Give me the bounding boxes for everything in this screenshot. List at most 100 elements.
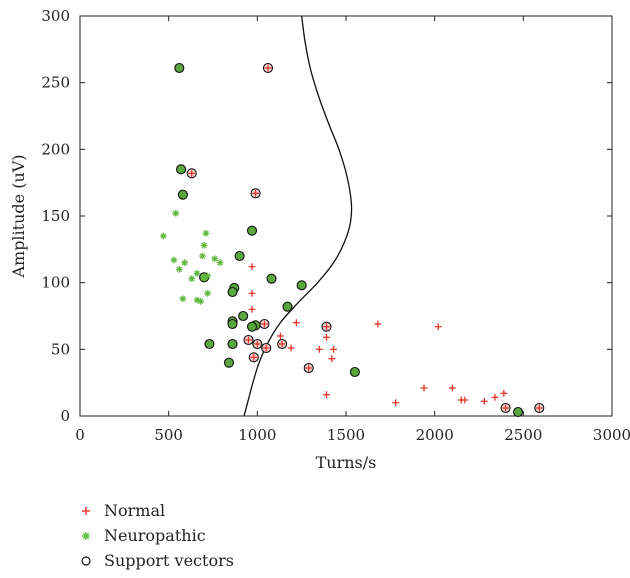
normal-point [250, 353, 258, 361]
normal-point [500, 389, 508, 397]
y-tick-label: 100 [41, 274, 70, 292]
normal-point [248, 305, 256, 313]
y-tick-label: 0 [60, 407, 70, 425]
normal-point [287, 344, 295, 352]
support-vector-point [227, 286, 238, 298]
circle-marker-icon [78, 553, 94, 569]
normal-point [535, 404, 543, 412]
neuropathic-point [211, 255, 219, 263]
normal-point [278, 340, 286, 348]
normal-point [461, 396, 469, 404]
neuropathic-point [159, 232, 167, 240]
asterisk-marker-icon [78, 528, 94, 544]
neuropathic-point [193, 269, 201, 277]
y-tick-label: 150 [41, 207, 70, 225]
x-tick-label: 1500 [327, 426, 365, 444]
support-vector-point [349, 366, 360, 378]
y-tick-label: 300 [41, 7, 70, 25]
normal-point [449, 384, 456, 392]
normal-point [264, 64, 272, 72]
x-tick-label: 2000 [416, 426, 454, 444]
x-tick-label: 1000 [238, 426, 276, 444]
plus-marker-icon [78, 503, 94, 519]
support-vector-point [227, 338, 238, 350]
support-vector-point [174, 62, 185, 74]
normal-point [252, 189, 259, 197]
neuropathic-point [172, 209, 180, 217]
support-vector-point [246, 321, 258, 332]
plot-border [79, 15, 613, 417]
support-vector-point [282, 301, 293, 312]
normal-point [323, 391, 330, 399]
support-vector-point [238, 310, 249, 322]
normal-point [434, 323, 442, 331]
normal-point [188, 169, 196, 177]
neuropathic-point [200, 241, 208, 249]
normal-point [261, 320, 268, 328]
neuropathic-point [200, 273, 208, 281]
neuropathic-point [188, 275, 196, 283]
support-vector-point [227, 318, 238, 330]
x-axis-label: Turns/s [316, 453, 377, 472]
neuropathic-point [202, 229, 210, 237]
chart-legend: Normal Neuropathic Support vectors [78, 498, 234, 573]
normal-point [491, 393, 499, 401]
support-vector-point [266, 273, 277, 284]
y-tick-label: 200 [41, 140, 70, 158]
x-tick-label: 0 [75, 426, 85, 444]
normal-point [276, 332, 284, 340]
y-axis-label: Amplitude (uV) [9, 154, 28, 278]
decision-boundary [243, 15, 353, 417]
normal-point [245, 336, 252, 344]
support-vector-point [296, 280, 307, 291]
support-vector-point [204, 338, 215, 350]
data-points [159, 62, 545, 418]
y-axis-ticks: 0 50 100 150 200 250 300 [41, 7, 612, 425]
normal-point [248, 289, 256, 297]
legend-item-neuropathic: Neuropathic [78, 523, 234, 548]
normal-point [305, 364, 313, 372]
neuropathic-point [198, 252, 206, 260]
normal-point [253, 340, 261, 348]
support-vector-point [223, 357, 235, 368]
normal-point [374, 320, 382, 328]
support-vector-point [512, 406, 524, 418]
neuropathic-point [193, 296, 201, 304]
legend-item-support-vectors: Support vectors [78, 548, 234, 573]
normal-point [330, 345, 337, 353]
normal-point [420, 384, 428, 392]
neuropathic-point [175, 265, 183, 273]
normal-point [323, 333, 330, 341]
y-tick-label: 50 [51, 340, 70, 358]
normal-point [502, 404, 509, 412]
x-axis-ticks: 0 500 1000 1500 2000 2500 3000 [75, 16, 630, 444]
neuropathic-point [170, 256, 178, 264]
x-tick-label: 2500 [504, 426, 542, 444]
support-vector-point [177, 189, 188, 200]
neuropathic-point [204, 289, 212, 297]
normal-point [292, 319, 300, 327]
neuropathic-point [216, 259, 224, 267]
normal-point [248, 263, 256, 271]
neuropathic-point [179, 295, 187, 303]
normal-point [323, 323, 330, 331]
support-vector-point [176, 164, 187, 175]
support-vector-point [234, 250, 245, 262]
neuropathic-point [181, 259, 189, 267]
decision-boundary-line [243, 15, 353, 417]
legend-label: Normal [104, 501, 166, 520]
neuropathic-point [197, 297, 204, 305]
normal-point [316, 345, 323, 353]
x-tick-label: 3000 [593, 426, 630, 444]
normal-point [392, 399, 400, 407]
plot-frame [79, 15, 613, 417]
y-tick-label: 250 [41, 74, 70, 92]
legend-label: Neuropathic [104, 526, 206, 545]
x-tick-label: 500 [154, 426, 183, 444]
normal-point [480, 397, 488, 405]
support-vector-point [246, 225, 258, 236]
legend-label: Support vectors [104, 551, 234, 570]
legend-item-normal: Normal [78, 498, 234, 523]
normal-point [262, 344, 270, 352]
scatter-chart: 0 500 1000 1500 2000 2500 3000 0 50 100 150 200 250… [9, 7, 630, 472]
